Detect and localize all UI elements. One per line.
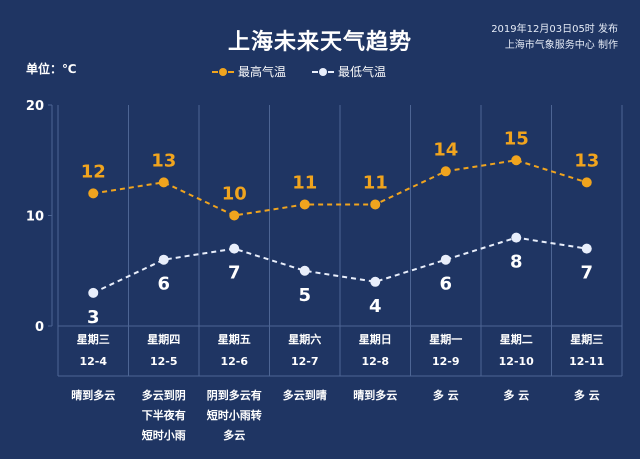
day-cell: 星期五 12-6 xyxy=(199,323,270,374)
data-label-low: 5 xyxy=(298,285,311,306)
weather-description: 阴到多云有 短时小雨转 多云 xyxy=(206,389,262,442)
publish-info: 2019年12月03日05时 发布 上海市气象服务中心 制作 xyxy=(458,22,618,54)
data-label-high: 11 xyxy=(292,172,317,193)
point-low xyxy=(440,254,451,265)
date-label: 12-10 xyxy=(498,355,534,368)
legend-item-high: 最高气温 xyxy=(212,63,286,80)
data-label-high: 13 xyxy=(151,150,176,171)
data-label-low: 7 xyxy=(580,263,593,284)
publish-time: 2019年12月03日05时 发布 xyxy=(491,24,618,35)
publisher: 上海市气象服务中心 制作 xyxy=(504,40,618,51)
date-label: 12-6 xyxy=(220,355,249,368)
point-low xyxy=(229,243,240,254)
weekday-label: 星期日 xyxy=(358,333,392,346)
unit-label: 单位：℃ xyxy=(26,62,77,76)
date-label: 12-11 xyxy=(569,355,605,368)
weather-description: 晴到多云 xyxy=(353,389,398,402)
data-label-low: 3 xyxy=(87,307,100,328)
weekday-label: 星期三 xyxy=(76,333,110,346)
day-cell: 星期二 12-10 xyxy=(481,323,552,374)
weekday-label: 星期二 xyxy=(499,333,533,346)
legend-label-high: 最高气温 xyxy=(238,65,287,79)
data-label-low: 7 xyxy=(228,263,241,284)
point-high xyxy=(229,210,240,221)
data-label-high: 11 xyxy=(363,172,388,193)
data-label-high: 10 xyxy=(222,184,247,205)
data-label-high: 13 xyxy=(574,150,599,171)
weekday-label: 星期五 xyxy=(217,333,251,346)
point-high xyxy=(158,177,169,188)
day-cell: 星期三 12-11 xyxy=(552,323,623,374)
point-low xyxy=(299,265,310,276)
weather-description: 多 云 xyxy=(573,389,600,402)
day-cell: 星期日 12-8 xyxy=(340,323,411,374)
point-low xyxy=(581,243,592,254)
y-tick-label: 10 xyxy=(26,210,44,225)
data-label-low: 8 xyxy=(510,252,523,273)
day-cell: 星期三 12-4 xyxy=(58,323,129,374)
day-cell: 星期六 12-7 xyxy=(270,323,341,374)
weather-description: 多云到晴 xyxy=(282,389,327,402)
data-label-low: 6 xyxy=(157,274,170,295)
series-line-high xyxy=(93,159,588,217)
y-tick-label: 0 xyxy=(35,320,44,335)
date-label: 12-9 xyxy=(431,355,460,368)
data-label-low: 4 xyxy=(369,296,382,317)
point-low xyxy=(511,232,522,243)
point-low xyxy=(158,254,169,265)
weather-description: 多 云 xyxy=(432,389,459,402)
data-label-low: 6 xyxy=(439,274,452,295)
point-low xyxy=(88,287,99,298)
weather-description: 多云到阴 下半夜有 短时小雨 xyxy=(141,389,186,442)
legend-item-low: 最低气温 xyxy=(312,63,386,80)
day-cell: 星期四 12-5 xyxy=(129,323,200,374)
weather-description: 多 云 xyxy=(503,389,530,402)
point-high xyxy=(440,166,451,177)
legend-label-low: 最低气温 xyxy=(338,65,387,79)
point-high xyxy=(581,177,592,188)
date-label: 12-8 xyxy=(361,355,390,368)
weekday-label: 星期一 xyxy=(429,333,463,346)
weekday-label: 星期四 xyxy=(147,333,181,346)
date-label: 12-4 xyxy=(79,355,108,368)
weather-description: 晴到多云 xyxy=(71,389,116,402)
weekday-label: 星期三 xyxy=(570,333,604,346)
date-label: 12-7 xyxy=(290,355,319,368)
point-low xyxy=(370,276,381,287)
data-label-high: 12 xyxy=(81,161,106,182)
point-high xyxy=(299,199,310,210)
y-tick-label: 20 xyxy=(26,99,44,114)
legend-marker-low xyxy=(312,67,335,77)
data-label-high: 15 xyxy=(504,128,529,149)
date-label: 12-5 xyxy=(149,355,178,368)
point-high xyxy=(511,155,522,166)
chart-title: 上海未来天气趋势 xyxy=(227,30,412,55)
point-high xyxy=(88,188,99,199)
point-high xyxy=(370,199,381,210)
day-cell: 星期一 12-9 xyxy=(411,323,482,374)
data-label-high: 14 xyxy=(433,139,458,160)
weekday-label: 星期六 xyxy=(288,333,322,346)
legend: 最高气温 最低气温 xyxy=(212,63,412,80)
legend-marker-high xyxy=(212,67,234,77)
